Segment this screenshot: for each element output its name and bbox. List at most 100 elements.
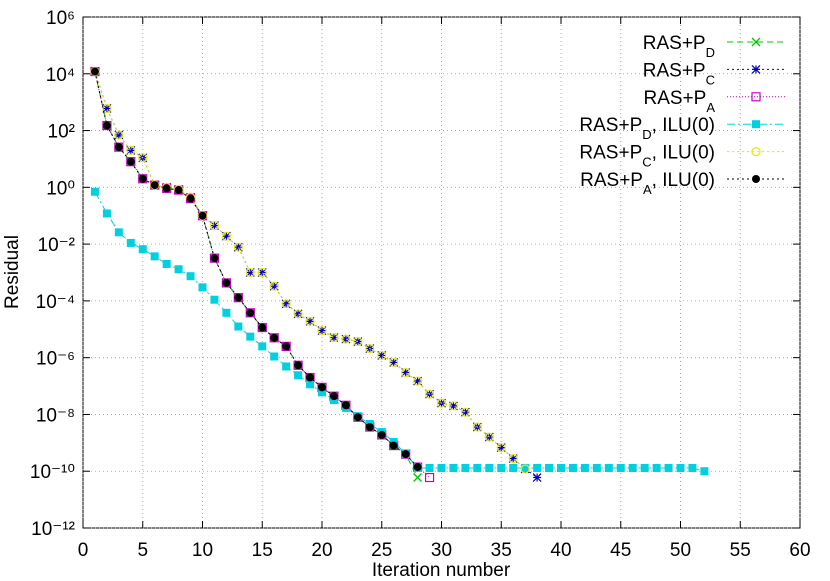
marker (281, 299, 291, 309)
x-tick-label: 30 (431, 540, 452, 561)
marker (305, 316, 315, 326)
marker (150, 181, 159, 190)
legend-suffix: , ILU(0) (652, 115, 715, 136)
marker (114, 130, 124, 140)
marker (401, 367, 411, 378)
x-tick-label: 35 (491, 540, 512, 561)
x-tick-label: 10 (192, 540, 213, 561)
marker (186, 272, 195, 281)
marker (461, 463, 470, 472)
legend-label: RAS+PC (643, 60, 715, 87)
marker (269, 281, 279, 291)
marker (484, 432, 494, 442)
y-tick-label: 10⁰ (46, 178, 75, 199)
marker (604, 463, 613, 472)
marker (318, 388, 326, 397)
x-tick-label: 0 (78, 540, 89, 561)
legend-subscript: A (706, 99, 715, 114)
marker (126, 157, 135, 166)
marker (221, 231, 231, 241)
marker (270, 352, 279, 361)
marker (497, 463, 506, 472)
y-tick-label: 10⁻⁴ (36, 292, 75, 313)
legend-label: RAS+PA, ILU(0) (580, 170, 715, 197)
marker (245, 268, 255, 277)
legend-name: RAS+P (643, 60, 706, 81)
marker (293, 309, 303, 319)
series-line (94, 71, 538, 478)
legend-marker (751, 64, 761, 74)
marker (413, 463, 422, 472)
legend-marker (752, 175, 760, 183)
marker (700, 467, 709, 476)
marker (138, 153, 148, 163)
marker (294, 361, 303, 370)
marker (413, 376, 423, 386)
marker (329, 392, 338, 401)
legend-suffix: , ILU(0) (652, 170, 715, 191)
x-tick-label: 5 (137, 540, 148, 561)
marker (317, 326, 327, 336)
marker (234, 322, 243, 331)
marker (138, 245, 147, 254)
y-tick-label: 10⁻¹⁰ (30, 462, 75, 483)
marker (126, 145, 136, 155)
marker (460, 407, 470, 417)
marker (198, 283, 207, 292)
y-tick-label: 10⁻¹² (31, 519, 75, 540)
marker (282, 362, 291, 371)
marker (138, 174, 147, 183)
legend-marker (751, 147, 761, 157)
marker (640, 463, 649, 472)
marker (150, 252, 159, 261)
legend-label: RAS+PD (643, 33, 715, 60)
marker (532, 473, 542, 482)
marker (258, 323, 267, 332)
marker (294, 371, 303, 380)
marker (306, 373, 315, 382)
series-line (94, 71, 419, 478)
legend-subscript: D (706, 45, 715, 60)
x-tick-label: 15 (252, 540, 273, 561)
marker (102, 103, 112, 114)
marker (365, 423, 374, 432)
marker (162, 184, 171, 193)
marker (508, 454, 518, 463)
x-axis-label: Iteration number (372, 560, 511, 581)
marker (210, 295, 219, 304)
marker (508, 453, 518, 464)
marker (209, 220, 220, 231)
marker (293, 309, 303, 319)
marker (234, 293, 243, 302)
legend-subscript: A (643, 182, 652, 197)
marker (246, 332, 255, 341)
legend-label: RAS+PC, ILU(0) (579, 143, 715, 170)
marker (221, 231, 231, 241)
marker (568, 463, 577, 472)
marker (233, 242, 243, 252)
marker (520, 464, 530, 474)
marker (545, 463, 554, 472)
marker (437, 463, 446, 472)
marker (269, 281, 279, 291)
marker (245, 267, 255, 278)
marker (126, 145, 136, 155)
marker (496, 442, 506, 453)
marker (102, 104, 112, 113)
legend-label: RAS+PD, ILU(0) (579, 115, 715, 142)
marker (401, 368, 411, 377)
marker (460, 407, 470, 417)
x-tick-label: 25 (371, 540, 392, 561)
y-tick-label: 10⁶ (46, 8, 75, 29)
marker (401, 450, 410, 459)
marker (329, 333, 339, 343)
legend-name: RAS+P (579, 143, 642, 164)
marker (424, 472, 435, 483)
marker (377, 350, 387, 360)
legend-marker (752, 120, 760, 129)
marker (628, 463, 637, 472)
marker (318, 383, 326, 392)
marker (580, 463, 589, 472)
marker (233, 242, 243, 252)
